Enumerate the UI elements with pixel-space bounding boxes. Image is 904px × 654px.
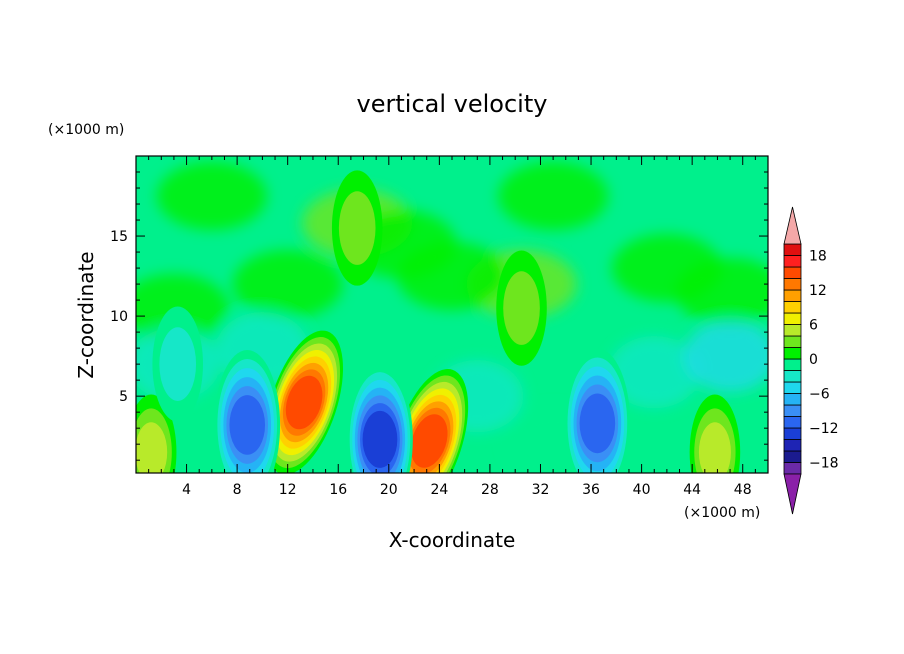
field-patch: [232, 250, 343, 319]
field-core: [410, 414, 448, 468]
colorbar-box: [783, 312, 802, 325]
field-core: [579, 393, 616, 454]
colorbar-over-triangle: [783, 206, 802, 245]
field-patch: [608, 336, 701, 409]
x-axis-label: X-coordinate: [389, 528, 516, 552]
colorbar: 18 12 6 0 −6 −12 −18: [783, 206, 839, 515]
colorbar-box: [783, 439, 802, 452]
chart-title: vertical velocity: [357, 90, 548, 118]
y-unit-label: (×1000 m): [48, 122, 124, 138]
colorbar-box: [783, 335, 802, 348]
colorbar-label: −6: [809, 387, 830, 403]
colorbar-box: [783, 289, 802, 302]
colorbar-label: −12: [809, 421, 839, 437]
x-unit-label: (×1000 m): [684, 505, 760, 521]
y-tick-label: 15: [110, 229, 128, 245]
colorbar-label: −18: [809, 456, 839, 472]
field-core: [159, 327, 197, 401]
field-core: [285, 375, 323, 430]
colorbar-box: [783, 427, 802, 440]
colorbar-label: 12: [809, 283, 827, 299]
field-core: [338, 191, 376, 265]
x-tick-label: 44: [683, 482, 701, 498]
field-patch: [498, 162, 609, 231]
x-tick-label: 16: [329, 482, 347, 498]
colorbar-box: [783, 255, 802, 268]
field-core: [698, 422, 731, 473]
colorbar-box: [783, 324, 802, 337]
x-tick-label: 20: [380, 482, 398, 498]
x-axis-ticks: 4 8 12 16 20 24 28 32 36 40 44 48: [148, 156, 756, 498]
colorbar-box: [783, 370, 802, 383]
x-tick-label: 24: [430, 482, 448, 498]
x-tick-label: 28: [481, 482, 499, 498]
field-patch: [675, 258, 768, 327]
field-patch: [397, 242, 507, 311]
y-tick-label: 10: [110, 309, 128, 325]
colorbar-label: 6: [809, 318, 818, 334]
field-core: [229, 395, 266, 455]
field-core: [362, 410, 398, 468]
x-tick-label: 12: [279, 482, 297, 498]
field-patch: [684, 320, 768, 393]
x-tick-label: 8: [233, 482, 242, 498]
x-tick-label: 40: [633, 482, 651, 498]
y-tick-label: 5: [119, 389, 128, 405]
colorbar-box: [783, 266, 802, 279]
colorbar-box: [783, 243, 802, 256]
colorbar-box: [783, 393, 802, 406]
x-tick-label: 36: [582, 482, 600, 498]
colorbar-box: [783, 381, 802, 394]
colorbar-label: 18: [809, 249, 827, 265]
field-patch: [156, 162, 267, 231]
colorbar-box: [783, 462, 802, 475]
field-cores: [136, 170, 741, 473]
y-axis-label: Z-coordinate: [74, 251, 98, 378]
field-core: [136, 422, 168, 473]
colorbar-box: [783, 404, 802, 417]
colorbar-box: [783, 358, 802, 371]
colorbar-box: [783, 301, 802, 314]
x-tick-label: 48: [734, 482, 752, 498]
colorbar-label: 0: [809, 352, 818, 368]
y-axis-ticks: 5 10 15: [110, 171, 768, 461]
field-core: [503, 271, 540, 345]
colorbar-box: [783, 416, 802, 429]
colorbar-under-triangle: [783, 473, 802, 515]
x-tick-label: 32: [532, 482, 550, 498]
colorbar-box: [783, 450, 802, 463]
colorbar-box: [783, 278, 802, 291]
x-tick-label: 4: [182, 482, 191, 498]
heatmap-field: [136, 156, 768, 473]
colorbar-box: [783, 347, 802, 360]
